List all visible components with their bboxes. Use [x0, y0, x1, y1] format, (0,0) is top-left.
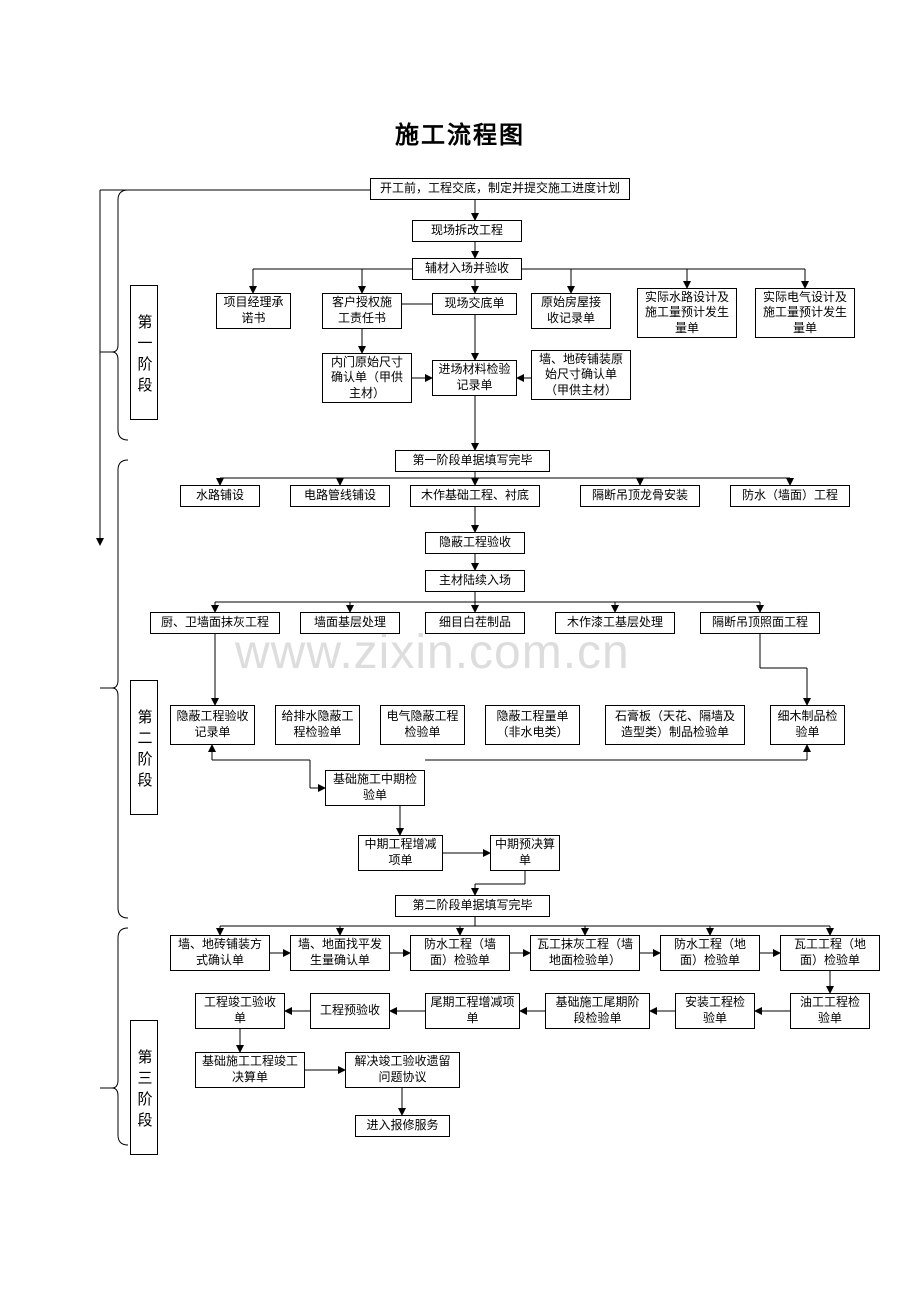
flowchart-node: 厨、卫墙面抹灰工程	[150, 612, 280, 634]
flowchart-node: 第二阶段单据填写完毕	[395, 895, 550, 917]
stage-label-2: 第二阶段	[130, 680, 158, 815]
flowchart-node: 基础施工尾期阶段检验单	[545, 993, 650, 1029]
stage-label-1: 第一阶段	[130, 285, 158, 420]
flowchart-node: 细木制品检验单	[770, 705, 845, 745]
flowchart-node: 进场材料检验记录单	[432, 360, 517, 396]
flowchart-node: 隐蔽工程验收记录单	[170, 705, 255, 745]
flowchart-node: 墙、地砖铺装方式确认单	[170, 935, 270, 971]
flowchart-node: 原始房屋接收记录单	[531, 293, 611, 329]
flowchart-node: 墙、地砖铺装原始尺寸确认单（甲供主材）	[531, 350, 631, 400]
flowchart-node: 中期预决算单	[490, 835, 560, 871]
flowchart-node: 瓦工抹灰工程（墙地面检验单）	[530, 935, 640, 971]
flowchart-node: 墙面基层处理	[300, 612, 400, 634]
stage-label-3: 第三阶段	[130, 1020, 158, 1155]
flowchart-node: 现场拆改工程	[412, 220, 522, 242]
flowchart-node: 尾期工程增减项单	[425, 993, 520, 1029]
flowchart-node: 油工工程检验单	[790, 993, 870, 1029]
flowchart-node: 墙、地面找平发生量确认单	[290, 935, 390, 971]
flowchart-node: 木作漆工基层处理	[555, 612, 675, 634]
flowchart-node: 隐蔽工程量单（非水电类）	[485, 705, 580, 745]
page-title: 施工流程图	[0, 115, 920, 150]
flowchart-node: 中期工程增减项单	[358, 835, 443, 871]
flowchart-node: 基础施工工程竣工决算单	[195, 1052, 305, 1088]
flowchart-node: 实际水路设计及施工量预计发生量单	[637, 288, 737, 338]
flowchart-node: 隐蔽工程验收	[425, 532, 525, 554]
flowchart-node: 隔断吊顶龙骨安装	[580, 485, 700, 507]
flowchart-node: 辅材入场并验收	[412, 258, 522, 280]
flowchart-node: 水路铺设	[180, 485, 260, 507]
flowchart-node: 木作基础工程、衬底	[410, 485, 540, 507]
flowchart-node: 基础施工中期检验单	[325, 770, 425, 806]
flowchart-node: 给排水隐蔽工程检验单	[275, 705, 360, 745]
flowchart-node: 解决竣工验收遗留问题协议	[345, 1052, 460, 1088]
flowchart-node: 电气隐蔽工程检验单	[380, 705, 465, 745]
flowchart-node: 现场交底单	[432, 293, 517, 315]
flowchart-node: 安装工程检验单	[675, 993, 755, 1029]
flowchart-node: 主材陆续入场	[425, 570, 525, 592]
flowchart-node: 工程预验收	[310, 993, 390, 1029]
flowchart-node: 瓦工工程（地面）检验单	[780, 935, 880, 971]
flowchart-node: 隔断吊顶照面工程	[700, 612, 820, 634]
flowchart-node: 项目经理承诺书	[216, 293, 291, 329]
flowchart-node: 实际电气设计及施工量预计发生量单	[755, 288, 855, 338]
flowchart-node: 防水工程（墙面）检验单	[410, 935, 510, 971]
flowchart-node: 第一阶段单据填写完毕	[395, 450, 550, 472]
flowchart-node: 客户授权施工责任书	[322, 293, 402, 329]
flowchart-node: 细目白茬制品	[425, 612, 525, 634]
flowchart-node: 防水工程（地面）检验单	[660, 935, 760, 971]
flowchart-node: 进入报修服务	[355, 1115, 450, 1137]
flowchart-node: 工程竣工验收单	[195, 993, 285, 1029]
flowchart-node: 防水（墙面）工程	[730, 485, 850, 507]
flowchart-node: 开工前，工程交底，制定并提交施工进度计划	[370, 178, 630, 200]
flowchart-node: 石膏板（天花、隔墙及造型类）制品检验单	[605, 705, 745, 745]
flowchart-node: 电路管线铺设	[290, 485, 390, 507]
flowchart-node: 内门原始尺寸确认单（甲供主材）	[322, 353, 412, 403]
